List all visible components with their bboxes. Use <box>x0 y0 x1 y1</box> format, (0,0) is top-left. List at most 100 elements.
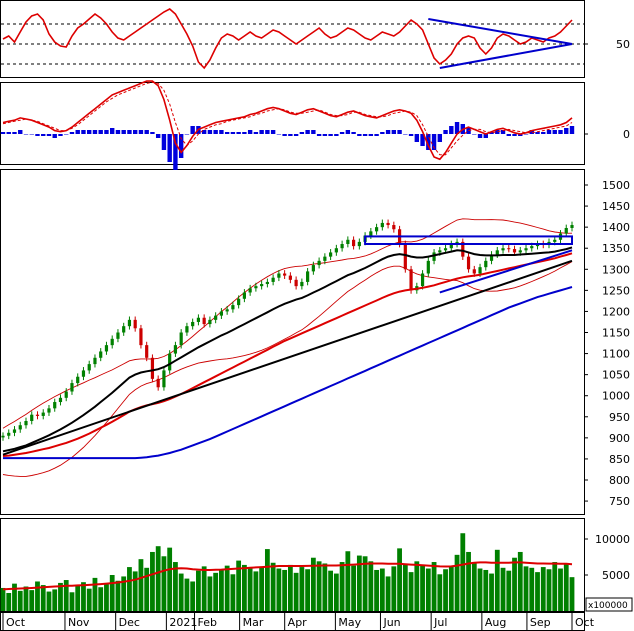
volume-bar <box>287 564 293 611</box>
month-label: Jun <box>382 616 400 629</box>
candle-body <box>323 256 327 261</box>
macd-histogram-bar <box>397 130 402 134</box>
volume-bar <box>471 563 477 611</box>
macd-histogram-bar <box>87 130 92 134</box>
candle-body <box>53 402 57 409</box>
volume-bar <box>86 588 92 611</box>
macd-histogram-bar <box>282 134 287 136</box>
volume-bar <box>230 574 236 611</box>
macd-histogram-bar <box>374 134 379 136</box>
macd-histogram-bar <box>58 134 63 136</box>
candle-body <box>386 222 390 226</box>
volume-bar <box>236 560 242 611</box>
macd-histogram-bar <box>506 134 511 136</box>
volume-bar <box>52 589 58 611</box>
macd-histogram-bar <box>173 134 178 170</box>
macd-histogram-bar <box>178 134 184 158</box>
candle-body <box>242 292 246 299</box>
candle-body <box>306 271 310 282</box>
volume-bar <box>362 556 368 611</box>
candle-body <box>374 227 379 232</box>
volume-bar <box>81 582 86 611</box>
volume-bar <box>397 548 402 611</box>
candle-body <box>369 231 373 236</box>
price-tick-label: 1050 <box>602 369 630 382</box>
volume-bar <box>127 567 132 611</box>
macd-histogram-bar <box>385 130 391 134</box>
macd-histogram-bar <box>29 134 34 135</box>
candle-body <box>1 435 5 438</box>
candle-body <box>70 383 74 392</box>
macd-histogram-bar <box>311 130 316 134</box>
macd-histogram-bar <box>213 130 218 134</box>
volume-bar <box>569 577 575 611</box>
macd-histogram-bar <box>380 132 385 134</box>
macd-histogram-bar <box>18 130 23 134</box>
volume-bar <box>115 580 121 611</box>
volume-bar <box>0 587 6 611</box>
candle-body <box>127 319 132 327</box>
volume-bar <box>448 565 454 611</box>
macd-histogram-bar <box>270 130 276 134</box>
volume-bar <box>489 573 494 611</box>
volume-bar <box>241 564 247 611</box>
volume-bar <box>150 551 155 611</box>
rsi-trendline <box>428 18 573 45</box>
volume-bar <box>379 568 385 611</box>
volume-bar <box>356 555 362 611</box>
macd-histogram-bar <box>477 134 483 138</box>
volume-bar <box>535 572 540 611</box>
volume-bar <box>35 581 40 611</box>
price-tick-label: 1100 <box>602 348 630 361</box>
month-label: Jul <box>433 616 447 629</box>
macd-histogram-bar <box>316 134 322 136</box>
volume-bar <box>17 590 23 611</box>
candle-body <box>12 429 17 433</box>
volume-bar <box>178 573 184 611</box>
candle-body <box>41 412 45 416</box>
volume-bar <box>173 562 178 611</box>
macd-histogram-bar <box>41 134 46 136</box>
macd-tick-label: 0 <box>623 128 630 141</box>
candle-body <box>202 317 206 325</box>
volume-bar <box>552 562 558 611</box>
macd-histogram-bar <box>546 130 552 134</box>
volume-bar <box>201 566 207 611</box>
volume-bar <box>253 571 259 611</box>
candle-body <box>438 250 442 253</box>
volume-bar <box>190 581 196 611</box>
macd-histogram-bar <box>408 134 414 136</box>
macd-histogram-bar <box>12 132 17 134</box>
volume-bar <box>104 584 109 611</box>
volume-bar <box>345 551 351 611</box>
candle-body <box>512 249 517 253</box>
volume-bar <box>374 569 379 611</box>
candle-body <box>461 241 465 257</box>
volume-bar <box>23 586 29 611</box>
macd-histogram-bar <box>403 134 408 135</box>
candle-body <box>93 357 97 365</box>
candle-body <box>47 408 51 413</box>
candle-body <box>24 421 28 426</box>
moving-average-line <box>3 286 573 460</box>
volume-bar <box>132 571 138 611</box>
macd-histogram-bar <box>121 130 126 134</box>
macd-histogram-bar <box>236 132 241 134</box>
candle-body <box>409 269 413 291</box>
candle-body <box>64 391 68 398</box>
volume-bar <box>385 576 391 611</box>
macd-histogram-bar <box>52 134 57 138</box>
candle-body <box>145 345 149 358</box>
macd-histogram-bar <box>69 132 75 134</box>
candle-body <box>489 254 494 261</box>
candle-body <box>570 225 574 228</box>
price-tick-label: 800 <box>609 474 630 487</box>
candle-body <box>346 239 350 244</box>
price-tick-label: 900 <box>609 432 630 445</box>
candle-body <box>426 260 430 274</box>
volume-unit-label: x100000 <box>588 601 628 611</box>
candle-body <box>99 351 103 358</box>
candle-body <box>380 222 384 228</box>
macd-histogram-bar <box>535 132 540 134</box>
candle-body <box>501 248 505 251</box>
